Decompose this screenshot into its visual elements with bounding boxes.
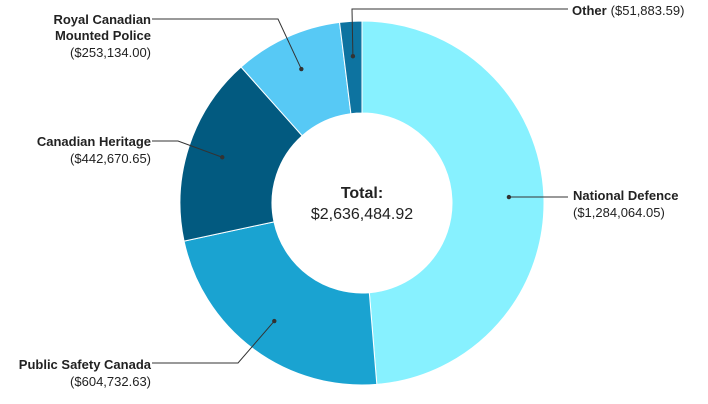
leader-dot-3 — [299, 66, 304, 72]
leader-dot-2 — [220, 155, 225, 160]
label-rcmp-name-line2: Mounted Police — [55, 28, 151, 43]
leader-line-4 — [351, 8, 568, 57]
label-other: Other ($51,883.59) — [572, 3, 684, 18]
slices-group — [179, 20, 545, 386]
slice-canadian-heritage — [179, 66, 303, 242]
label-public-safety-name: Public Safety Canada — [19, 357, 152, 372]
slice-public-safety-canada — [183, 221, 378, 386]
label-rcmp-amount: ($253,134.00) — [70, 45, 151, 60]
label-other-name: Other — [572, 3, 607, 18]
center-total-title: Total: — [341, 185, 383, 202]
label-canadian-heritage-name: Canadian Heritage — [37, 134, 151, 149]
leader-line-2 — [152, 140, 223, 158]
label-canadian-heritage-amount: ($442,670.65) — [70, 151, 151, 166]
leader-line-1 — [152, 320, 275, 364]
label-other-amount: ($51,883.59) — [611, 3, 685, 18]
leader-dot-1 — [272, 318, 277, 324]
label-rcmp-name-line1: Royal Canadian — [53, 12, 151, 27]
leader-line-3 — [152, 18, 302, 70]
slice-national-defence — [361, 20, 545, 385]
leader-dot-4 — [350, 54, 356, 59]
label-national-defence-name: National Defence — [573, 188, 678, 203]
leader-dot-0 — [506, 194, 512, 200]
center-total-value: $2,636,484.92 — [311, 206, 413, 223]
slice-other — [338, 20, 363, 115]
label-public-safety-amount: ($604,732.63) — [70, 374, 151, 389]
leader-lines-group — [152, 8, 569, 364]
label-national-defence-amount: ($1,284,064.05) — [573, 205, 665, 220]
